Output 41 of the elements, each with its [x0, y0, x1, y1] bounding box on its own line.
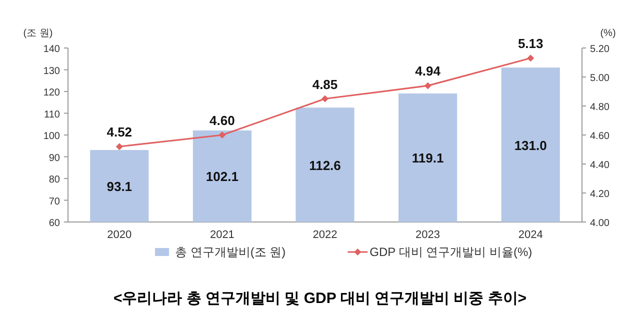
text: <우리나라 총 연구개발비 및 GDP 대비 연구개발비 비중 추이> [113, 290, 527, 307]
y2-axis-title: (%) [600, 28, 616, 39]
data-label: 4.52 [106, 124, 132, 140]
point [218, 132, 226, 138]
x-tick-label: 2024 [518, 229, 543, 241]
y-tick-label: 70 [48, 196, 60, 208]
y-tick-label: 60 [48, 218, 60, 229]
data-label: 5.13 [518, 36, 544, 52]
y-tick-label: 140 [43, 44, 60, 55]
y2-tick-label: 5.00 [590, 73, 610, 84]
legend-label: 총 연구개발비(조 원) [175, 245, 286, 259]
data-label: 119.1 [412, 150, 444, 166]
y2-tick-label: 4.80 [590, 102, 610, 113]
y-tick-label: 130 [43, 66, 60, 77]
y-tick-label: 80 [48, 174, 60, 186]
x-tick-label: 2021 [210, 229, 234, 241]
x-tick-label: 2020 [107, 229, 132, 241]
point [527, 54, 534, 62]
x-tick-label: 2023 [416, 229, 440, 241]
x-tick-label: 2022 [312, 229, 338, 241]
y-tick-label: 100 [43, 131, 60, 142]
data-label: 102.1 [206, 169, 238, 184]
y2-tick-label: 4.00 [590, 218, 610, 229]
y-tick-label: 90 [48, 152, 60, 164]
data-label: 112.6 [309, 158, 341, 173]
data-label: 93.1 [106, 179, 132, 194]
y-tick-label: 110 [44, 109, 60, 120]
legend-label: GDP 대비 연구개발비 비율(%) [370, 245, 532, 259]
y2-tick-label: 4.60 [590, 131, 610, 142]
point [116, 143, 123, 150]
point [424, 82, 432, 90]
y2-tick-label: 4.40 [590, 160, 610, 171]
y2-tick-label: 4.20 [590, 189, 610, 200]
y-tick-label: 120 [43, 88, 60, 98]
y-axis-title: (조 원) [23, 28, 53, 39]
data-label: 131.0 [514, 138, 547, 153]
data-label: 4.60 [210, 113, 235, 128]
data-label: 4.94 [415, 64, 442, 79]
y2-tick-label: 5.20 [590, 44, 610, 55]
data-label: 4.85 [312, 76, 338, 92]
point [322, 95, 328, 102]
